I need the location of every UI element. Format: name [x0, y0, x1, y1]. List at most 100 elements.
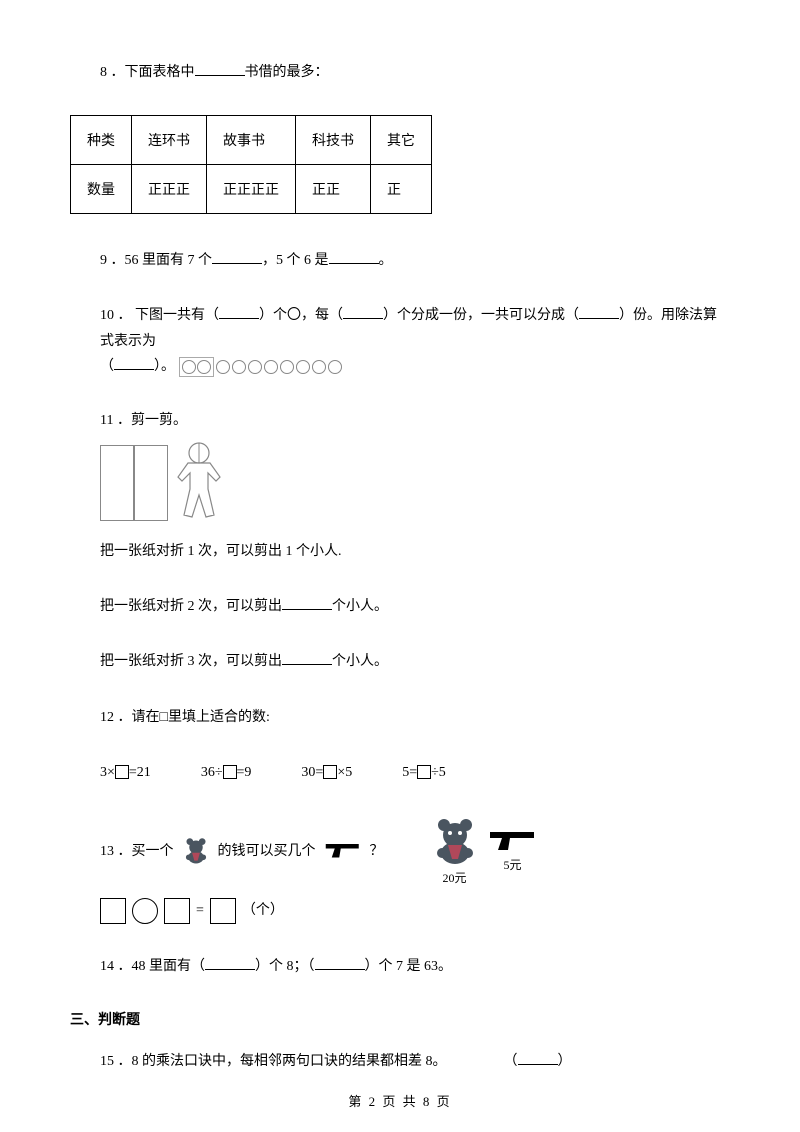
cell: 正	[371, 165, 432, 214]
q11-line-3: 把一张纸对折 3 次，可以剪出 个小人。	[100, 649, 730, 674]
circle-icon	[312, 360, 326, 374]
q10-box	[179, 357, 214, 377]
q10-p5: （	[100, 359, 114, 374]
fold-half-right	[134, 445, 168, 521]
square-blank[interactable]	[223, 765, 237, 779]
q11-l3b: 个小人。	[332, 654, 388, 669]
circle-icon	[248, 360, 262, 374]
q11-blank-2[interactable]	[282, 649, 332, 665]
q12-e3a: 30=	[301, 765, 323, 780]
cell: 正正	[296, 165, 371, 214]
q10-blank-4[interactable]	[114, 354, 154, 370]
q14-p3: ）个 7 是 63。	[365, 959, 453, 974]
cell-header: 故事书	[207, 116, 296, 165]
bear-icon	[430, 815, 480, 865]
person-icon	[176, 441, 222, 521]
q12-e1: 3× =21	[100, 760, 151, 785]
q9-p2: ，5 个 6 是	[262, 253, 329, 268]
q8-text-prefix: 8 ．下面表格中	[100, 65, 195, 80]
q12-e2b: =9	[237, 765, 252, 780]
gun-icon	[488, 828, 538, 852]
q9-blank-2[interactable]	[329, 248, 379, 264]
q13-p3: ？	[370, 840, 384, 860]
q15-p2: （	[504, 1054, 518, 1069]
question-9: 9 ．56 里面有 7 个 ，5 个 6 是 。	[100, 248, 730, 273]
q12-e4: 5= ÷5	[402, 760, 446, 785]
q10-blank-2[interactable]	[343, 303, 383, 319]
q15-p1: 15 ．8 的乘法口诀中，每相邻两句口诀的结果都相差 8。	[100, 1054, 447, 1069]
cell: 数量	[71, 165, 132, 214]
q14-blank-1[interactable]	[205, 954, 255, 970]
q13-gun-item: 5元	[488, 828, 538, 873]
question-14: 14 ．48 里面有（ ）个 8；（ ）个 7 是 63。	[100, 954, 730, 979]
circle-icon	[197, 360, 211, 374]
q13-price-gun: 5元	[488, 856, 538, 873]
fold-half-left	[100, 445, 134, 521]
circle-icon	[232, 360, 246, 374]
eq-circle-blank[interactable]	[132, 898, 158, 924]
q12-e4b: ÷5	[431, 765, 446, 780]
q12-e2a: 36÷	[201, 765, 223, 780]
q11-l3a: 把一张纸对折 3 次，可以剪出	[100, 654, 282, 669]
q9-p1: 9 ．56 里面有 7 个	[100, 253, 212, 268]
q14-blank-2[interactable]	[315, 954, 365, 970]
cell: 正正正正	[207, 165, 296, 214]
q13-p2: 的钱可以买几个	[218, 840, 316, 860]
q11-line-1: 把一张纸对折 1 次，可以剪出 1 个小人.	[100, 539, 730, 564]
question-10: 10 ． 下图一共有（）个〇，每（）个分成一份，一共可以分成（）份。用除法算式表…	[100, 303, 730, 379]
circle-icon	[264, 360, 278, 374]
circle-icon	[216, 360, 230, 374]
q12-e4a: 5=	[402, 765, 417, 780]
q11-l2b: 个小人。	[332, 599, 388, 614]
q8-text-suffix: 书借的最多：	[245, 65, 329, 80]
q15-p3: ）	[558, 1054, 572, 1069]
q12-e3: 30= ×5	[301, 760, 352, 785]
q10-p3: ）个分成一份，一共可以分成（	[383, 308, 579, 323]
q15-blank[interactable]	[518, 1049, 558, 1065]
q11-l2a: 把一张纸对折 2 次，可以剪出	[100, 599, 282, 614]
q12-title: 12 ．请在□里填上适合的数:	[100, 710, 270, 725]
q10-p1: 10 ． 下图一共有（	[100, 308, 219, 323]
circle-icon	[296, 360, 310, 374]
q11-figures	[100, 441, 730, 521]
gun-icon	[324, 841, 362, 859]
question-8: 8 ．下面表格中 书借的最多：	[100, 60, 730, 85]
page-footer: 第 2 页 共 8 页	[0, 1091, 800, 1110]
circle-icon	[182, 360, 196, 374]
square-blank[interactable]	[323, 765, 337, 779]
section-3-title: 三、判断题	[70, 1009, 730, 1029]
q11-blank-1[interactable]	[282, 594, 332, 610]
cell-header: 科技书	[296, 116, 371, 165]
q8-blank[interactable]	[195, 60, 245, 76]
table-row: 种类 连环书 故事书 科技书 其它	[71, 116, 432, 165]
eq-square-blank[interactable]	[210, 898, 236, 924]
question-12-title: 12 ．请在□里填上适合的数:	[100, 705, 730, 730]
q13-p1: 13 ．买一个	[100, 840, 174, 860]
q8-table: 种类 连环书 故事书 科技书 其它 数量 正正正 正正正正 正正 正	[70, 115, 432, 214]
q9-blank-1[interactable]	[212, 248, 262, 264]
q12-e3b: ×5	[337, 765, 352, 780]
q11-line-2: 把一张纸对折 2 次，可以剪出 个小人。	[100, 594, 730, 619]
cell-header: 其它	[371, 116, 432, 165]
q11-title: 11 ．剪一剪。	[100, 413, 187, 428]
fold-paper-icon	[100, 445, 168, 521]
eq-square-blank[interactable]	[100, 898, 126, 924]
q12-e1b: =21	[129, 765, 151, 780]
q10-p2: ）个〇，每（	[259, 308, 343, 323]
question-15: 15 ．8 的乘法口诀中，每相邻两句口诀的结果都相差 8。 （ ）	[100, 1049, 730, 1074]
square-blank[interactable]	[115, 765, 129, 779]
q12-equations: 3× =21 36÷ =9 30= ×5 5= ÷5	[100, 760, 730, 785]
q13-eq-suffix: （个）	[242, 898, 284, 923]
q14-p2: ）个 8；（	[255, 959, 315, 974]
q12-e1a: 3×	[100, 765, 115, 780]
q14-p1: 14 ．48 里面有（	[100, 959, 205, 974]
eq-square-blank[interactable]	[164, 898, 190, 924]
q9-p3: 。	[379, 253, 393, 268]
q12-e2: 36÷ =9	[201, 760, 252, 785]
square-blank[interactable]	[417, 765, 431, 779]
question-11-title: 11 ．剪一剪。	[100, 409, 730, 429]
cell-header: 连环书	[132, 116, 207, 165]
q10-blank-3[interactable]	[579, 303, 619, 319]
cell-header: 种类	[71, 116, 132, 165]
q10-blank-1[interactable]	[219, 303, 259, 319]
